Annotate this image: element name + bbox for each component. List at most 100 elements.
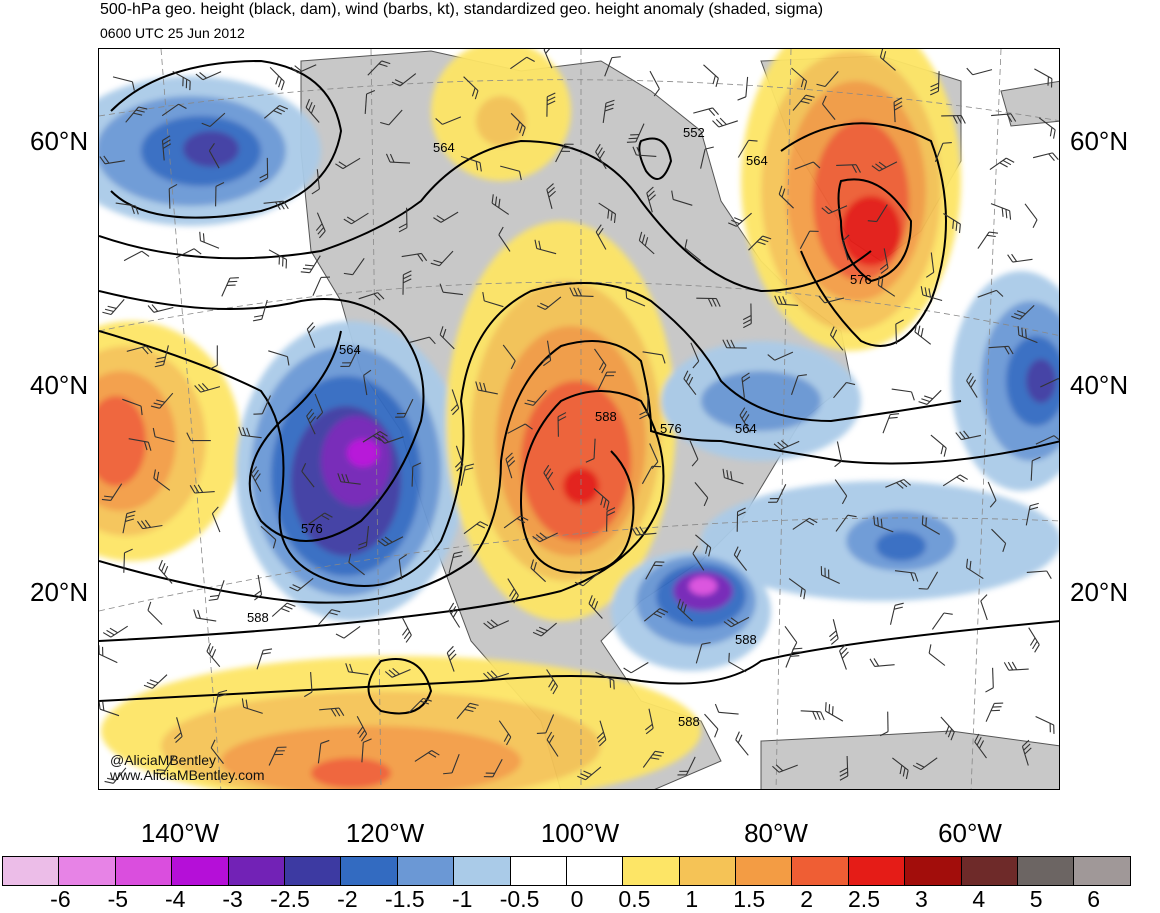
colorbar-tick-label: 1 [685, 886, 698, 913]
colorbar-tick-label: -1.5 [385, 886, 425, 913]
colorbar-swatch [848, 856, 905, 886]
colorbar-tick-label: -3 [222, 886, 242, 913]
wind-barb [253, 298, 267, 323]
wind-barb [891, 601, 904, 626]
wind-barb [826, 619, 840, 644]
colorbar-swatch [284, 856, 341, 886]
colorbar-swatch [566, 856, 623, 886]
wind-barb [880, 712, 888, 736]
contour-label: 588 [595, 409, 617, 424]
wind-barb [715, 704, 740, 714]
colorbar-tick-label: 0 [571, 886, 584, 913]
wind-barb [222, 274, 239, 299]
lon-label-120w: 120°W [346, 818, 424, 849]
wind-barb [99, 645, 121, 662]
contour-label: 588 [735, 632, 757, 647]
colorbar-tick-label: -2.5 [270, 886, 310, 913]
colorbar-swatch [2, 856, 59, 886]
wind-barb [786, 645, 802, 670]
wind-barb [733, 732, 754, 756]
wind-barb [738, 76, 748, 101]
lat-label-40-left: 40°N [30, 370, 88, 401]
wind-barb [1004, 661, 1028, 670]
wind-barb [990, 156, 1014, 176]
wind-barb [1022, 628, 1042, 653]
colorbar-swatch [171, 856, 228, 886]
wind-barb [838, 644, 854, 669]
lat-label-20-right: 20°N [1070, 577, 1128, 608]
wind-barb [883, 411, 899, 436]
colorbar-tick-label: -2 [337, 886, 357, 913]
wind-barb [145, 602, 168, 625]
credit-handle: @AliciaMBentley [110, 752, 216, 768]
wind-barb [265, 250, 290, 269]
wind-barb [1027, 571, 1051, 581]
colorbar-tick-label: 1.5 [733, 886, 765, 913]
wind-barb [926, 435, 950, 457]
valid-time: 0600 UTC 25 Jun 2012 [100, 25, 245, 41]
colorbar-swatch [735, 856, 792, 886]
contour-label: 552 [683, 125, 705, 140]
credit-website[interactable]: www.AliciaMBentley.com [110, 767, 265, 783]
colorbar-tick-label: 2 [800, 886, 813, 913]
colorbar-swatch [58, 856, 115, 886]
colorbar-tick-label: 6 [1087, 886, 1100, 913]
weather-map: 552 564 564 564 564 576 576 576 588 588 … [98, 48, 1060, 790]
lat-label-60-right: 60°N [1070, 126, 1128, 157]
contour-label: 576 [660, 421, 682, 436]
wind-barb [713, 113, 738, 128]
wind-barb [978, 229, 998, 253]
colorbar-tick-label: 0.5 [618, 886, 650, 913]
wind-barb [693, 107, 718, 121]
wind-barb [800, 711, 824, 720]
wind-barb [779, 626, 800, 650]
colorbar-swatch [510, 856, 567, 886]
contour-label: 564 [339, 342, 361, 357]
colorbar-tick-label: -5 [108, 886, 128, 913]
wind-barb [103, 619, 127, 639]
colorbar-swatch [1073, 856, 1130, 886]
colorbar-tick-label: -4 [165, 886, 185, 913]
contour-label: 576 [301, 521, 323, 536]
wind-barb [124, 249, 149, 267]
lon-label-80w: 80°W [744, 818, 808, 849]
lat-label-60-left: 60°N [30, 126, 88, 157]
colorbar-swatch [961, 856, 1018, 886]
wind-barb [988, 204, 1013, 220]
wind-barb [1032, 717, 1057, 734]
contour-label: 588 [678, 714, 700, 729]
colorbar-tick-label: 4 [972, 886, 985, 913]
colorbar-swatch [1017, 856, 1074, 886]
wind-barb [204, 643, 226, 667]
wind-barb [967, 62, 992, 76]
colorbar-tick-label: -6 [50, 886, 70, 913]
colorbar-swatch [397, 856, 454, 886]
colorbar-tick-label: -1 [452, 886, 472, 913]
wind-barb [891, 389, 916, 400]
colorbar-swatch [904, 856, 961, 886]
wind-barb [870, 657, 895, 667]
colorbar-swatch [622, 856, 679, 886]
wind-barb [932, 610, 952, 634]
map-canvas: 552 564 564 564 564 576 576 576 588 588 … [99, 49, 1060, 790]
wind-barb [822, 702, 847, 721]
colorbar-swatch [453, 856, 510, 886]
contour-label: 576 [850, 272, 872, 287]
map-title: 500-hPa geo. height (black, dam), wind (… [100, 1, 823, 19]
colorbar-swatch [340, 856, 397, 886]
lon-label-60w: 60°W [938, 818, 1002, 849]
wind-barb [979, 595, 994, 620]
south-america-land [761, 731, 1060, 790]
wind-barb [395, 617, 413, 642]
lat-label-40-right: 40°N [1070, 370, 1128, 401]
wind-barb [926, 644, 950, 665]
wind-barb [1019, 204, 1040, 228]
wind-barb [986, 700, 1003, 725]
wind-barb [264, 67, 287, 90]
contour-label: 564 [433, 140, 455, 155]
lat-label-20-left: 20°N [30, 577, 88, 608]
colorbar-tick-label: 5 [1030, 886, 1043, 913]
colorbar-swatch [679, 856, 736, 886]
lon-label-100w: 100°W [541, 818, 619, 849]
anomaly-colorbar [3, 856, 1131, 886]
